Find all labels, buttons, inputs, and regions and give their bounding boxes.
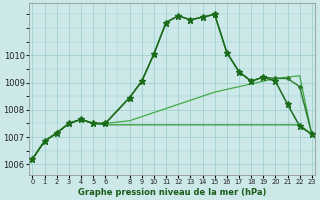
X-axis label: Graphe pression niveau de la mer (hPa): Graphe pression niveau de la mer (hPa) xyxy=(78,188,266,197)
